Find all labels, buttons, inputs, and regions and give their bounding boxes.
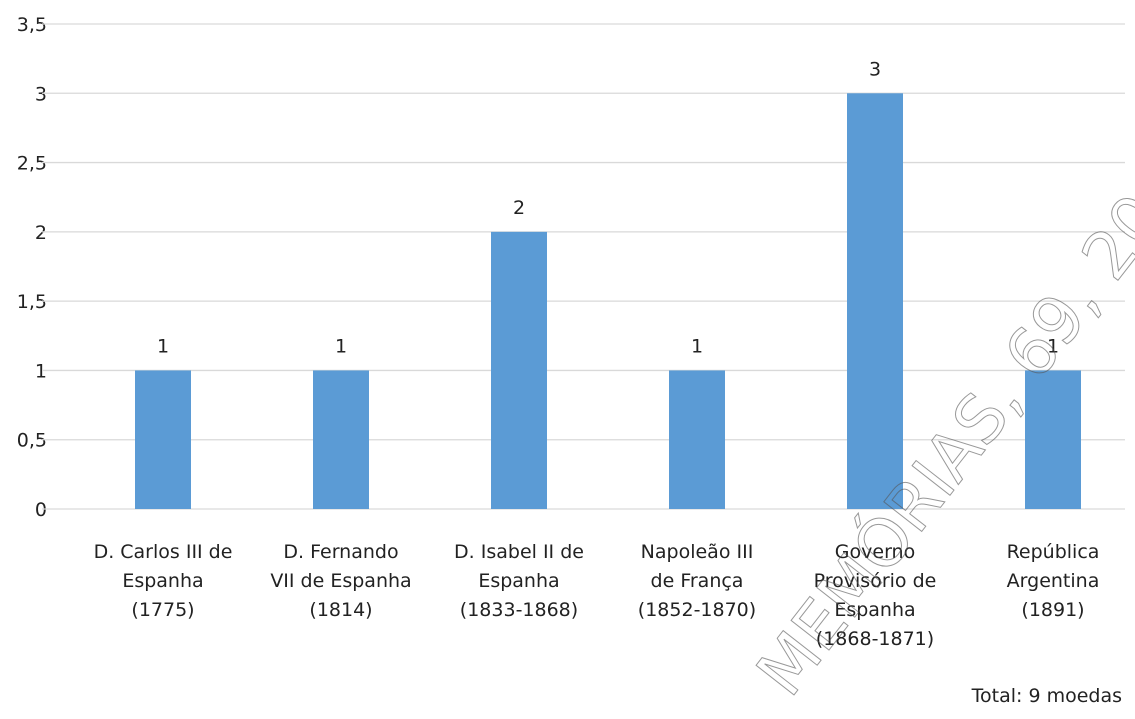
bar	[491, 231, 547, 509]
y-tick-label: 1	[35, 360, 47, 382]
y-tick-label: 0	[35, 499, 47, 521]
bar	[1025, 370, 1081, 509]
y-tick-label: 2	[35, 222, 47, 244]
value-label: 1	[157, 335, 169, 357]
value-label: 1	[691, 335, 703, 357]
value-label: 3	[869, 58, 881, 80]
y-tick-label: 3	[35, 83, 47, 105]
y-tick-label: 0,5	[17, 430, 47, 452]
y-tick-label: 3,5	[17, 14, 47, 36]
value-label: 1	[335, 335, 347, 357]
value-label: 2	[513, 197, 525, 219]
y-tick-label: 2,5	[17, 153, 47, 175]
bar	[135, 370, 191, 509]
value-label: 1	[1047, 335, 1059, 357]
x-tick-label: D. Carlos III de Espanha (1775)	[94, 541, 233, 621]
x-tick-label: D. Isabel II de Espanha (1833-1868)	[454, 541, 584, 621]
x-tick-label: Napoleão III de França (1852-1870)	[638, 541, 756, 621]
x-tick-label: D. Fernando VII de Espanha (1814)	[270, 541, 411, 621]
x-tick-label: República Argentina (1891)	[1007, 541, 1100, 621]
bar	[313, 370, 369, 509]
bar	[669, 370, 725, 509]
annotation: Total: 9 moedas	[971, 685, 1122, 707]
y-tick-label: 1,5	[17, 291, 47, 313]
x-tick-label: Governo Provisório de Espanha (1868-1871)	[814, 541, 937, 650]
bar	[847, 93, 903, 510]
